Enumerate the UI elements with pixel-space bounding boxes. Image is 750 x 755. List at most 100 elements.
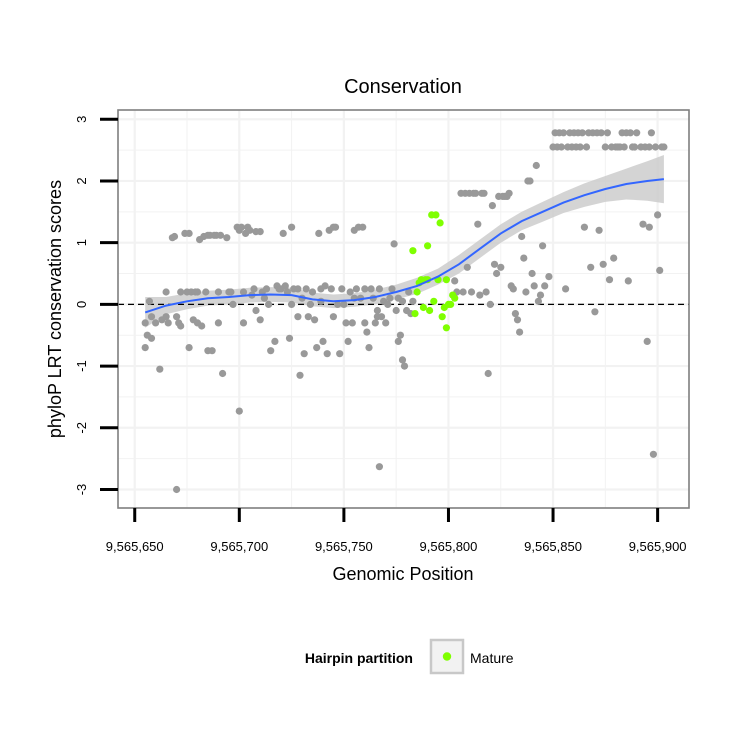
point-other: [239, 288, 248, 296]
point-other: [367, 285, 375, 293]
plot-border: [117, 109, 690, 509]
point-other: [536, 291, 545, 299]
point-other: [365, 344, 373, 352]
point-other: [647, 129, 656, 137]
point-other: [409, 297, 417, 305]
smooth-trend: [144, 178, 665, 314]
point-other: [141, 319, 149, 327]
point-other: [331, 223, 340, 231]
legend-key-mature: [442, 652, 452, 661]
point-other: [334, 300, 342, 308]
point-other: [484, 369, 492, 378]
point-other: [315, 229, 323, 237]
point-other: [152, 319, 160, 327]
point-other: [237, 223, 245, 231]
point-other: [281, 282, 289, 290]
point-mature: [432, 211, 440, 219]
point-other: [373, 306, 381, 315]
point-other: [610, 254, 618, 262]
point-other: [384, 300, 392, 308]
point-other: [467, 288, 476, 296]
point-other: [382, 319, 390, 327]
point-other: [530, 282, 538, 290]
point-other: [235, 407, 243, 415]
point-other: [539, 242, 547, 250]
point-other: [344, 337, 352, 345]
point-other: [288, 300, 296, 308]
x-axis: 9,565,650 9,565,700 9,565,750 9,565,800 9,56…: [106, 508, 687, 554]
point-other: [239, 319, 248, 327]
point-mature: [442, 276, 450, 284]
point-mature: [436, 219, 444, 227]
point-other: [375, 463, 383, 471]
point-other: [597, 129, 605, 137]
point-other: [505, 189, 513, 197]
point-other: [246, 226, 254, 234]
y-tick-label: 3: [74, 116, 89, 123]
point-other: [229, 300, 237, 308]
point-other: [162, 313, 170, 321]
x-tick-label: 9,565,800: [420, 539, 478, 554]
point-other: [311, 316, 319, 324]
point-mature: [426, 306, 434, 315]
point-other: [279, 229, 287, 237]
point-other: [480, 189, 488, 197]
point-other: [520, 254, 528, 262]
point-other: [250, 285, 258, 293]
point-other: [361, 319, 369, 327]
point-other: [633, 129, 641, 137]
point-other: [474, 220, 482, 228]
point-other: [601, 143, 609, 151]
point-other: [400, 362, 409, 370]
point-other: [323, 350, 331, 358]
point-other: [513, 316, 522, 324]
data-points: [141, 129, 668, 494]
point-other: [390, 240, 398, 248]
legend-title: Hairpin partition: [305, 650, 413, 666]
chart-title: Conservation: [344, 76, 462, 98]
point-other: [639, 220, 647, 228]
point-other: [394, 337, 402, 345]
point-other: [202, 288, 210, 296]
point-other: [313, 344, 321, 352]
point-other: [463, 263, 471, 271]
point-other: [522, 288, 530, 296]
point-other: [338, 285, 346, 293]
point-other: [208, 347, 216, 355]
point-other: [352, 285, 360, 293]
point-other: [534, 297, 543, 305]
point-other: [645, 143, 653, 151]
point-other: [375, 285, 383, 293]
point-other: [308, 288, 317, 296]
point-mature: [424, 242, 432, 250]
point-other: [486, 300, 494, 308]
point-other: [342, 319, 350, 327]
y-tick-label: 2: [74, 177, 89, 184]
point-other: [396, 331, 404, 339]
point-other: [541, 282, 549, 290]
point-other: [631, 143, 639, 151]
legend: Hairpin partition Mature: [305, 638, 514, 675]
point-other: [285, 334, 294, 342]
point-other: [645, 223, 653, 231]
point-other: [451, 277, 459, 285]
point-other: [252, 306, 260, 315]
point-other: [398, 297, 407, 305]
point-other: [605, 276, 614, 284]
point-other: [265, 300, 273, 308]
point-other: [603, 129, 612, 137]
grid-lines: [118, 110, 689, 508]
point-other: [327, 285, 335, 293]
point-other: [361, 285, 369, 293]
point-other: [256, 316, 264, 324]
x-axis-label: Genomic Position: [332, 564, 473, 584]
point-other: [185, 344, 193, 352]
point-other: [493, 269, 501, 278]
point-other: [526, 177, 534, 185]
x-tick-label: 9,565,700: [210, 539, 268, 554]
smooth-line: [144, 178, 665, 314]
point-other: [371, 319, 379, 327]
point-other: [147, 313, 156, 321]
point-other: [476, 291, 484, 299]
